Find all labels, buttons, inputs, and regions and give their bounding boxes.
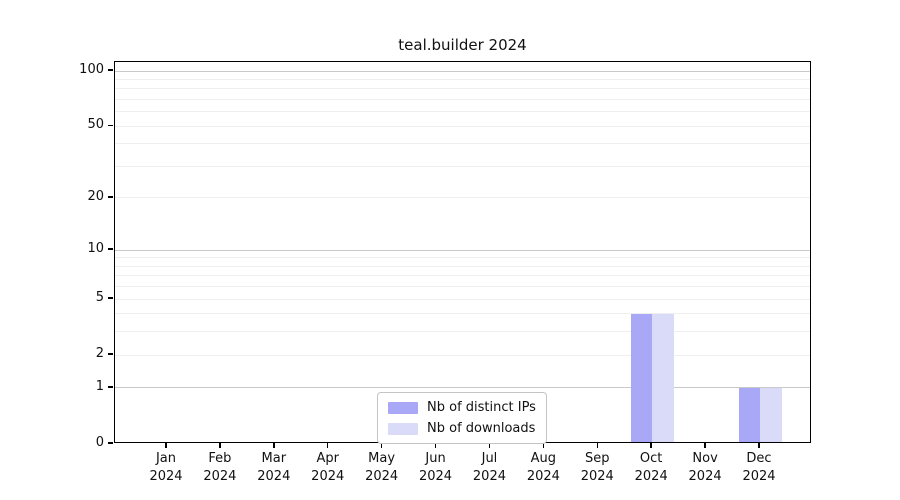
- major-gridline: [115, 249, 810, 251]
- minor-gridline: [115, 99, 810, 101]
- legend-label-downloads: Nb of downloads: [427, 421, 536, 436]
- legend-label-distinct-ips: Nb of distinct IPs: [427, 400, 536, 415]
- y-tick-label: 50: [87, 117, 104, 133]
- legend-item-distinct-ips: Nb of distinct IPs: [388, 400, 536, 415]
- x-tick-mark: [650, 443, 652, 448]
- minor-gridline: [115, 286, 810, 288]
- chart-title: teal.builder 2024: [398, 36, 527, 54]
- minor-gridline: [115, 257, 810, 259]
- minor-gridline: [115, 111, 810, 113]
- x-tick-label: May 2024: [365, 451, 399, 484]
- x-tick-label: Nov 2024: [688, 451, 722, 484]
- y-tick-mark: [108, 353, 113, 355]
- x-tick-mark: [596, 443, 599, 448]
- y-tick-mark: [108, 248, 113, 250]
- x-tick-mark: [219, 443, 221, 448]
- minor-gridline: [115, 78, 810, 80]
- y-tick-mark: [108, 69, 113, 71]
- x-tick-label: Sep 2024: [580, 451, 614, 484]
- x-tick-mark: [165, 443, 167, 448]
- x-tick-mark: [380, 443, 383, 448]
- x-tick-mark: [704, 443, 706, 448]
- minor-gridline: [115, 354, 810, 356]
- x-tick-mark: [488, 443, 491, 448]
- minor-gridline: [115, 298, 810, 300]
- minor-gridline: [115, 88, 810, 90]
- y-tick-mark: [108, 386, 113, 388]
- minor-gridline: [115, 275, 810, 277]
- x-tick-mark: [326, 443, 329, 448]
- legend-item-downloads: Nb of downloads: [388, 421, 536, 436]
- y-tick-label: 100: [79, 62, 104, 78]
- y-tick-label: 0: [95, 435, 104, 450]
- x-tick-label: Aug 2024: [526, 451, 560, 484]
- y-tick-mark: [108, 124, 113, 127]
- major-gridline: [115, 387, 810, 389]
- minor-gridline: [115, 265, 810, 267]
- y-tick-mark: [108, 196, 113, 198]
- major-gridline: [115, 70, 810, 72]
- x-tick-label: Feb 2024: [203, 451, 237, 484]
- y-tick-label: 10: [87, 241, 104, 257]
- bar-nb-of-downloads: [760, 387, 782, 443]
- y-tick-label: 20: [87, 188, 104, 204]
- y-tick-label: 2: [95, 346, 104, 362]
- x-tick-label: Oct 2024: [634, 451, 668, 484]
- x-tick-label: Jan 2024: [149, 451, 183, 484]
- bar-nb-of-distinct-ips: [630, 313, 653, 443]
- x-tick-label: Apr 2024: [311, 451, 345, 484]
- x-tick-mark: [273, 443, 275, 448]
- minor-gridline: [115, 125, 810, 127]
- x-tick-label: Mar 2024: [257, 451, 291, 484]
- x-tick-mark: [434, 443, 437, 448]
- legend: Nb of distinct IPs Nb of downloads: [377, 392, 547, 444]
- y-tick-mark: [108, 297, 113, 299]
- minor-gridline: [115, 331, 810, 333]
- plot-area: Nb of distinct IPs Nb of downloads: [114, 61, 811, 444]
- minor-gridline: [115, 313, 810, 315]
- bar-nb-of-downloads: [652, 313, 674, 443]
- y-tick-mark: [108, 442, 113, 444]
- x-tick-mark: [542, 443, 545, 448]
- x-tick-mark: [758, 443, 760, 448]
- x-tick-label: Dec 2024: [742, 451, 776, 484]
- minor-gridline: [115, 197, 810, 199]
- bar-nb-of-distinct-ips: [738, 387, 760, 443]
- y-tick-label: 1: [95, 378, 104, 394]
- x-tick-label: Jul 2024: [472, 451, 506, 484]
- x-tick-label: Jun 2024: [418, 451, 453, 484]
- minor-gridline: [115, 166, 810, 167]
- legend-swatch-distinct-ips-icon: [388, 401, 418, 414]
- y-tick-label: 5: [95, 290, 104, 306]
- minor-gridline: [115, 143, 810, 145]
- legend-swatch-downloads-icon: [388, 422, 418, 435]
